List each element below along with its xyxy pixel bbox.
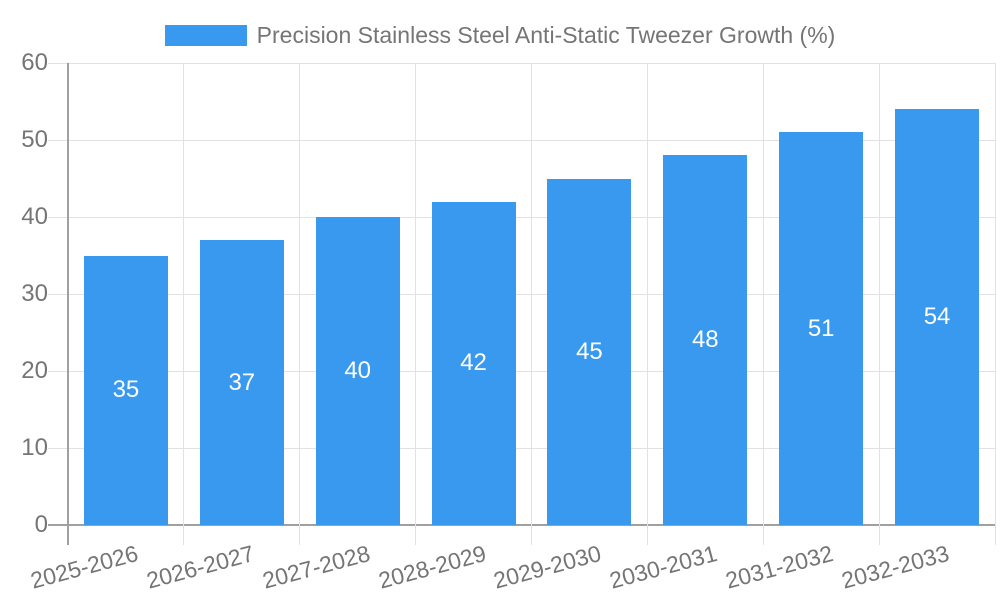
gridline-vertical bbox=[415, 63, 417, 545]
bar[interactable] bbox=[779, 132, 864, 525]
legend-swatch bbox=[164, 24, 247, 46]
x-axis-tick-label: 2032-2033 bbox=[838, 540, 952, 594]
bar[interactable] bbox=[663, 155, 748, 525]
y-axis-tick-label: 60 bbox=[21, 49, 48, 76]
y-axis-tick-label: 40 bbox=[21, 203, 48, 230]
gridline-horizontal bbox=[48, 216, 995, 218]
bar-value-label: 37 bbox=[228, 368, 256, 396]
bar[interactable] bbox=[199, 240, 284, 525]
bar[interactable] bbox=[895, 109, 980, 525]
gridline-vertical bbox=[994, 63, 996, 545]
bar[interactable] bbox=[547, 178, 632, 525]
x-axis-tick-label: 2028-2029 bbox=[375, 540, 489, 594]
gridline-horizontal bbox=[48, 139, 995, 141]
bar-value-label: 51 bbox=[807, 314, 835, 342]
y-axis-tick-label: 0 bbox=[34, 511, 48, 538]
gridline-horizontal bbox=[48, 370, 995, 372]
x-axis-tick-label: 2029-2030 bbox=[491, 540, 605, 594]
bar[interactable] bbox=[315, 217, 400, 525]
x-axis-tick-label: 2026-2027 bbox=[143, 540, 257, 594]
gridline-vertical bbox=[762, 63, 764, 545]
bar-value-label: 45 bbox=[576, 337, 603, 365]
legend-item[interactable]: Precision Stainless Steel Anti-Static Tw… bbox=[0, 22, 1000, 48]
x-axis-line bbox=[48, 524, 995, 526]
gridline-vertical bbox=[646, 63, 648, 545]
gridline-horizontal bbox=[48, 293, 995, 295]
y-axis-tick-label: 30 bbox=[21, 280, 48, 307]
bar-value-label: 40 bbox=[344, 357, 372, 384]
x-axis-tick-label: 2031-2032 bbox=[722, 540, 836, 594]
bar[interactable] bbox=[431, 201, 516, 525]
bar-value-label: 42 bbox=[460, 349, 487, 377]
x-axis-tick-label: 2027-2028 bbox=[259, 540, 373, 594]
bar-value-label: 54 bbox=[923, 303, 951, 331]
bar-value-label: 35 bbox=[112, 376, 140, 404]
y-axis-tick-label: 10 bbox=[21, 434, 48, 461]
gridline-vertical bbox=[183, 63, 185, 545]
x-axis-tick-label: 2025-2026 bbox=[27, 540, 141, 594]
legend-label: Precision Stainless Steel Anti-Static Tw… bbox=[256, 22, 836, 48]
gridline-vertical bbox=[878, 63, 880, 545]
x-axis-tick-label: 2030-2031 bbox=[607, 540, 721, 594]
bar-value-label: 48 bbox=[691, 326, 719, 354]
gridline-vertical bbox=[531, 63, 532, 545]
bar[interactable] bbox=[83, 255, 168, 525]
y-axis-line bbox=[67, 63, 69, 545]
y-axis-tick-label: 20 bbox=[21, 357, 48, 384]
gridline-horizontal bbox=[48, 447, 995, 449]
y-axis-tick-label: 50 bbox=[21, 126, 48, 153]
gridline-horizontal bbox=[48, 62, 995, 64]
gridline-vertical bbox=[299, 63, 301, 545]
